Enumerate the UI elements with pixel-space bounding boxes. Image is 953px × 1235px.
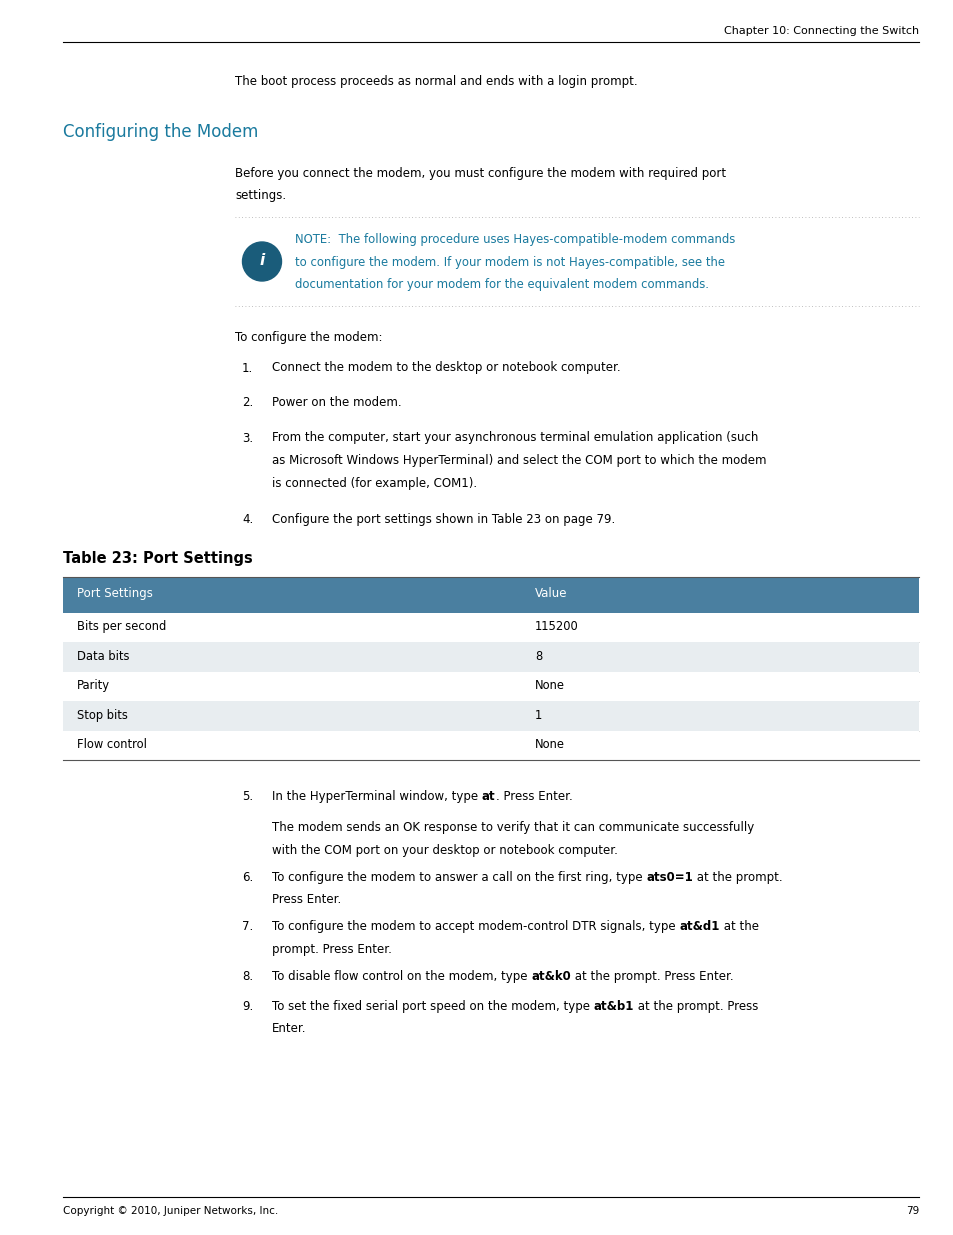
Text: Data bits: Data bits bbox=[77, 650, 130, 663]
Text: Port Settings: Port Settings bbox=[77, 588, 152, 600]
Text: documentation for your modem for the equivalent modem commands.: documentation for your modem for the equ… bbox=[294, 279, 708, 291]
Text: Table 23: Port Settings: Table 23: Port Settings bbox=[63, 551, 253, 566]
Text: 1.: 1. bbox=[242, 362, 253, 374]
Text: as Microsoft Windows HyperTerminal) and select the COM port to which the modem: as Microsoft Windows HyperTerminal) and … bbox=[272, 454, 765, 467]
Text: 1: 1 bbox=[535, 709, 541, 721]
FancyBboxPatch shape bbox=[63, 672, 918, 701]
FancyBboxPatch shape bbox=[63, 613, 918, 642]
Text: Copyright © 2010, Juniper Networks, Inc.: Copyright © 2010, Juniper Networks, Inc. bbox=[63, 1207, 278, 1216]
Text: From the computer, start your asynchronous terminal emulation application (such: From the computer, start your asynchrono… bbox=[272, 431, 758, 445]
Text: None: None bbox=[535, 679, 564, 693]
Text: Connect the modem to the desktop or notebook computer.: Connect the modem to the desktop or note… bbox=[272, 362, 620, 374]
FancyBboxPatch shape bbox=[63, 577, 918, 613]
Text: 5.: 5. bbox=[242, 790, 253, 804]
Text: to configure the modem. If your modem is not Hayes-compatible, see the: to configure the modem. If your modem is… bbox=[294, 256, 724, 269]
Text: Chapter 10: Connecting the Switch: Chapter 10: Connecting the Switch bbox=[723, 26, 918, 36]
Text: is connected (for example, COM1).: is connected (for example, COM1). bbox=[272, 477, 476, 489]
Text: 4.: 4. bbox=[242, 513, 253, 526]
Text: . Press Enter.: . Press Enter. bbox=[495, 790, 572, 804]
Text: at the prompt.: at the prompt. bbox=[693, 871, 781, 884]
Text: Stop bits: Stop bits bbox=[77, 709, 128, 721]
Text: The boot process proceeds as normal and ends with a login prompt.: The boot process proceeds as normal and … bbox=[234, 75, 637, 88]
Circle shape bbox=[242, 242, 281, 282]
Text: Parity: Parity bbox=[77, 679, 110, 693]
Text: Value: Value bbox=[535, 588, 567, 600]
Text: Before you connect the modem, you must configure the modem with required port: Before you connect the modem, you must c… bbox=[234, 167, 725, 180]
Text: The modem sends an OK response to verify that it can communicate successfully: The modem sends an OK response to verify… bbox=[272, 821, 754, 835]
Text: at the prompt. Press: at the prompt. Press bbox=[634, 1000, 758, 1013]
Text: To configure the modem to accept modem-control DTR signals, type: To configure the modem to accept modem-c… bbox=[272, 920, 679, 934]
Text: To configure the modem:: To configure the modem: bbox=[234, 331, 382, 345]
Text: Flow control: Flow control bbox=[77, 739, 147, 751]
Text: To disable flow control on the modem, type: To disable flow control on the modem, ty… bbox=[272, 969, 531, 983]
Text: Power on the modem.: Power on the modem. bbox=[272, 396, 401, 410]
FancyBboxPatch shape bbox=[63, 731, 918, 761]
Text: 8: 8 bbox=[535, 650, 541, 663]
Text: Configure the port settings shown in Table 23 on page 79.: Configure the port settings shown in Tab… bbox=[272, 513, 615, 526]
Text: with the COM port on your desktop or notebook computer.: with the COM port on your desktop or not… bbox=[272, 844, 618, 857]
Text: Enter.: Enter. bbox=[272, 1023, 306, 1035]
Text: at&d1: at&d1 bbox=[679, 920, 719, 934]
Text: 3.: 3. bbox=[242, 431, 253, 445]
Text: Press Enter.: Press Enter. bbox=[272, 893, 341, 906]
Text: i: i bbox=[259, 253, 264, 268]
Text: at: at bbox=[481, 790, 495, 804]
Text: 7.: 7. bbox=[242, 920, 253, 934]
Text: Bits per second: Bits per second bbox=[77, 620, 166, 634]
Text: 6.: 6. bbox=[242, 871, 253, 884]
Text: at&b1: at&b1 bbox=[593, 1000, 634, 1013]
Text: prompt. Press Enter.: prompt. Press Enter. bbox=[272, 944, 392, 956]
Text: 9.: 9. bbox=[242, 1000, 253, 1013]
Text: 79: 79 bbox=[904, 1207, 918, 1216]
FancyBboxPatch shape bbox=[63, 642, 918, 672]
Text: 115200: 115200 bbox=[535, 620, 578, 634]
Text: ats0=1: ats0=1 bbox=[646, 871, 693, 884]
Text: NOTE:  The following procedure uses Hayes-compatible-modem commands: NOTE: The following procedure uses Hayes… bbox=[294, 233, 735, 247]
Text: at the: at the bbox=[719, 920, 758, 934]
Text: at&k0: at&k0 bbox=[531, 969, 571, 983]
Text: To set the fixed serial port speed on the modem, type: To set the fixed serial port speed on th… bbox=[272, 1000, 593, 1013]
Text: 8.: 8. bbox=[242, 969, 253, 983]
FancyBboxPatch shape bbox=[63, 701, 918, 731]
Text: In the HyperTerminal window, type: In the HyperTerminal window, type bbox=[272, 790, 481, 804]
Text: settings.: settings. bbox=[234, 189, 286, 203]
Text: To configure the modem to answer a call on the first ring, type: To configure the modem to answer a call … bbox=[272, 871, 646, 884]
Text: at the prompt. Press Enter.: at the prompt. Press Enter. bbox=[571, 969, 733, 983]
Text: Configuring the Modem: Configuring the Modem bbox=[63, 124, 258, 141]
Text: None: None bbox=[535, 739, 564, 751]
Text: 2.: 2. bbox=[242, 396, 253, 410]
